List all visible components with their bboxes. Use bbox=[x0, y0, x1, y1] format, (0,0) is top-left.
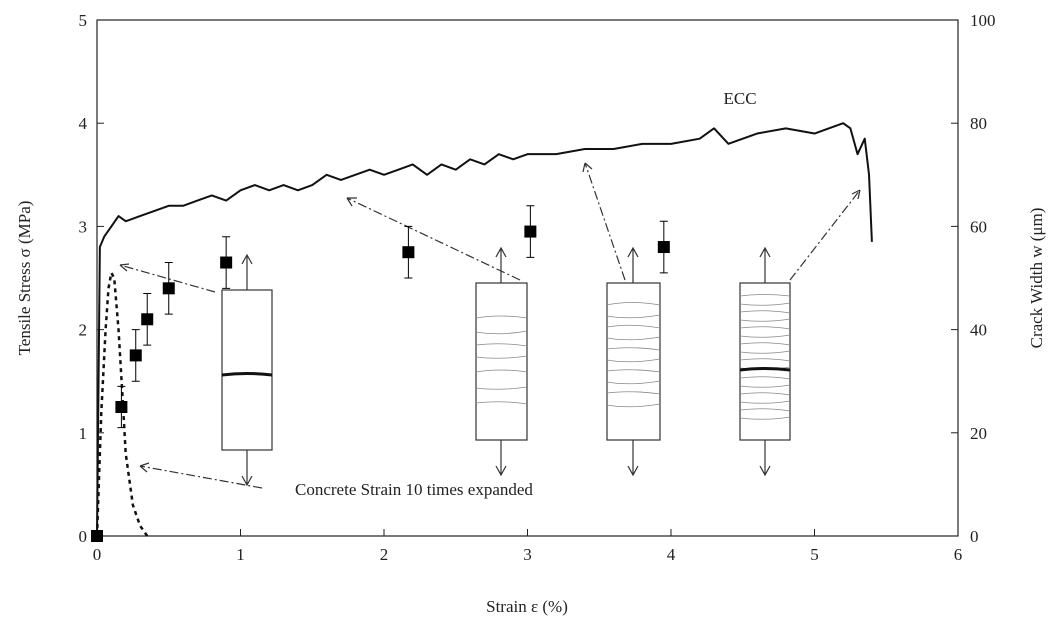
crack-width-point bbox=[141, 313, 154, 326]
series-annotation: ECC bbox=[723, 89, 756, 108]
crack-width-point bbox=[129, 349, 142, 362]
x-axis-label: Strain ε (%) bbox=[486, 597, 568, 616]
x-tick-label: 5 bbox=[810, 545, 819, 564]
x-tick-label: 3 bbox=[523, 545, 532, 564]
crack-width-point bbox=[524, 225, 537, 238]
crack-width-point bbox=[402, 246, 415, 259]
crack-width-point bbox=[91, 530, 103, 542]
y-axis-label: Tensile Stress σ (MPa) bbox=[15, 201, 34, 356]
y2-tick-label: 0 bbox=[970, 527, 979, 546]
annotation: Concrete Strain 10 times expanded bbox=[295, 480, 533, 499]
x-tick-label: 4 bbox=[667, 545, 676, 564]
y-tick-label: 2 bbox=[79, 321, 88, 340]
crack-width-point bbox=[162, 282, 175, 295]
dashed-line bbox=[95, 271, 149, 537]
y2-tick-label: 20 bbox=[970, 424, 987, 443]
y2-tick-label: 80 bbox=[970, 114, 987, 133]
y2-tick-label: 100 bbox=[970, 11, 996, 30]
y-tick-label: 1 bbox=[79, 424, 88, 443]
y2-tick-label: 40 bbox=[970, 321, 987, 340]
x-tick-label: 2 bbox=[380, 545, 389, 564]
crack-width-point bbox=[657, 241, 670, 254]
line bbox=[96, 122, 873, 537]
x-tick-label: 6 bbox=[954, 545, 963, 564]
y-tick-label: 5 bbox=[79, 11, 88, 30]
y2-axis-label: Crack Width w (μm) bbox=[1027, 208, 1046, 349]
crack-width-point bbox=[115, 401, 128, 413]
y-tick-label: 4 bbox=[79, 114, 88, 133]
y-tick-label: 3 bbox=[79, 217, 88, 236]
crack-width-point bbox=[220, 256, 233, 269]
inset-specimens bbox=[119, 162, 861, 489]
y2-tick-label: 60 bbox=[970, 217, 987, 236]
x-tick-label: 0 bbox=[93, 545, 102, 564]
x-tick-label: 1 bbox=[236, 545, 245, 564]
y-tick-label: 0 bbox=[79, 527, 88, 546]
